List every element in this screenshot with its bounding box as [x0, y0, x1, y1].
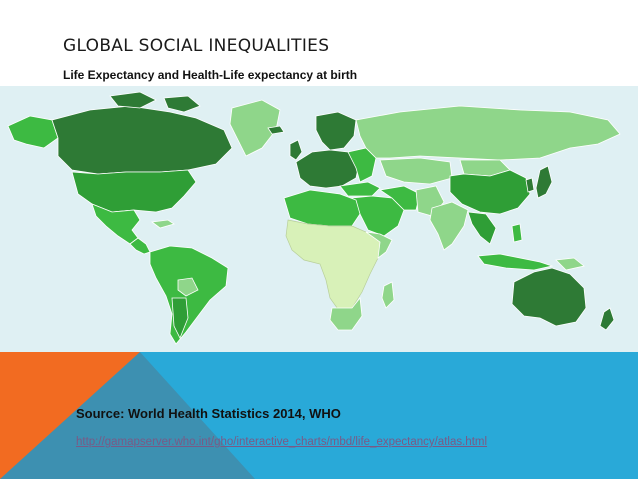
australia — [511, 267, 587, 327]
source-link[interactable]: http://gamapserver.who.int/gho/interacti… — [76, 436, 488, 448]
canada — [51, 105, 233, 175]
sub-saharan-africa — [285, 219, 381, 313]
orange-triangle — [0, 352, 140, 479]
bolivia — [177, 277, 199, 297]
europe — [295, 149, 361, 189]
scandinavia — [315, 111, 357, 151]
north-africa — [283, 189, 361, 227]
madagascar — [381, 281, 395, 309]
east-africa — [365, 231, 393, 259]
russia — [355, 105, 621, 161]
slide-subtitle: Life Expectancy and Health-Life expectan… — [63, 68, 358, 82]
uk — [289, 139, 303, 161]
world-map — [0, 86, 638, 352]
south-america — [149, 245, 229, 345]
alaska — [7, 115, 59, 149]
arctic-islands — [109, 91, 201, 113]
southeast-asia — [467, 211, 497, 245]
new-zealand — [599, 307, 615, 331]
central-asia — [379, 157, 453, 185]
decorative-background — [0, 352, 638, 479]
philippines — [511, 223, 523, 243]
turkey — [339, 181, 381, 197]
slide-title: GLOBAL SOCIAL INEQUALITIES — [63, 36, 330, 56]
papua-new-guinea — [555, 257, 585, 271]
china — [449, 169, 531, 215]
southern-africa — [329, 296, 363, 331]
india — [429, 201, 469, 251]
japan — [535, 165, 553, 199]
middle-east — [351, 195, 405, 237]
caribbean — [150, 219, 175, 229]
iceland — [267, 125, 285, 135]
korea — [525, 177, 535, 193]
chile-argentina — [171, 297, 189, 339]
iran — [378, 185, 421, 211]
source-citation: Source: World Health Statistics 2014, WH… — [76, 406, 341, 421]
indonesia — [477, 253, 554, 271]
greenland — [229, 99, 281, 157]
